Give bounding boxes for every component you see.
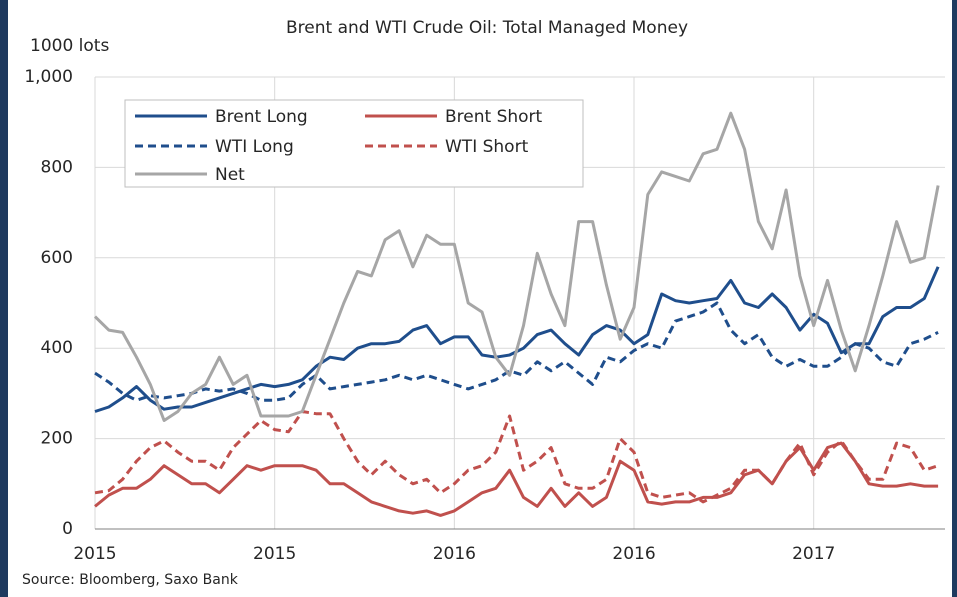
y-tick-label: 400	[41, 338, 73, 358]
chart-title: Brent and WTI Crude Oil: Total Managed M…	[286, 18, 688, 38]
series-line	[93, 111, 940, 422]
x-tick-label: 2017	[792, 544, 835, 564]
series-line	[94, 441, 939, 517]
x-tick-label: 2016	[612, 544, 655, 564]
legend-label: Brent Short	[445, 107, 543, 127]
x-tick-label: 2015	[73, 544, 116, 564]
legend-label: Brent Long	[215, 107, 308, 127]
x-tick-label: 2015	[253, 544, 296, 564]
y-tick-label: 800	[41, 157, 73, 177]
x-tick-label: 2016	[433, 544, 476, 564]
y-tick-label: 200	[41, 429, 73, 449]
y-tick-label: 600	[41, 248, 73, 268]
legend-label: WTI Short	[445, 137, 529, 157]
source-note: Source: Bloomberg, Saxo Bank	[22, 572, 239, 588]
y-axis-label: 1000 lots	[30, 36, 109, 56]
chart-background	[8, 0, 952, 597]
y-tick-label: 0	[62, 519, 73, 539]
series-line	[94, 301, 939, 402]
legend-label: WTI Long	[215, 137, 294, 157]
y-tick-label: 1,000	[24, 67, 73, 87]
series-line	[94, 410, 939, 504]
legend-label: Net	[215, 165, 245, 185]
